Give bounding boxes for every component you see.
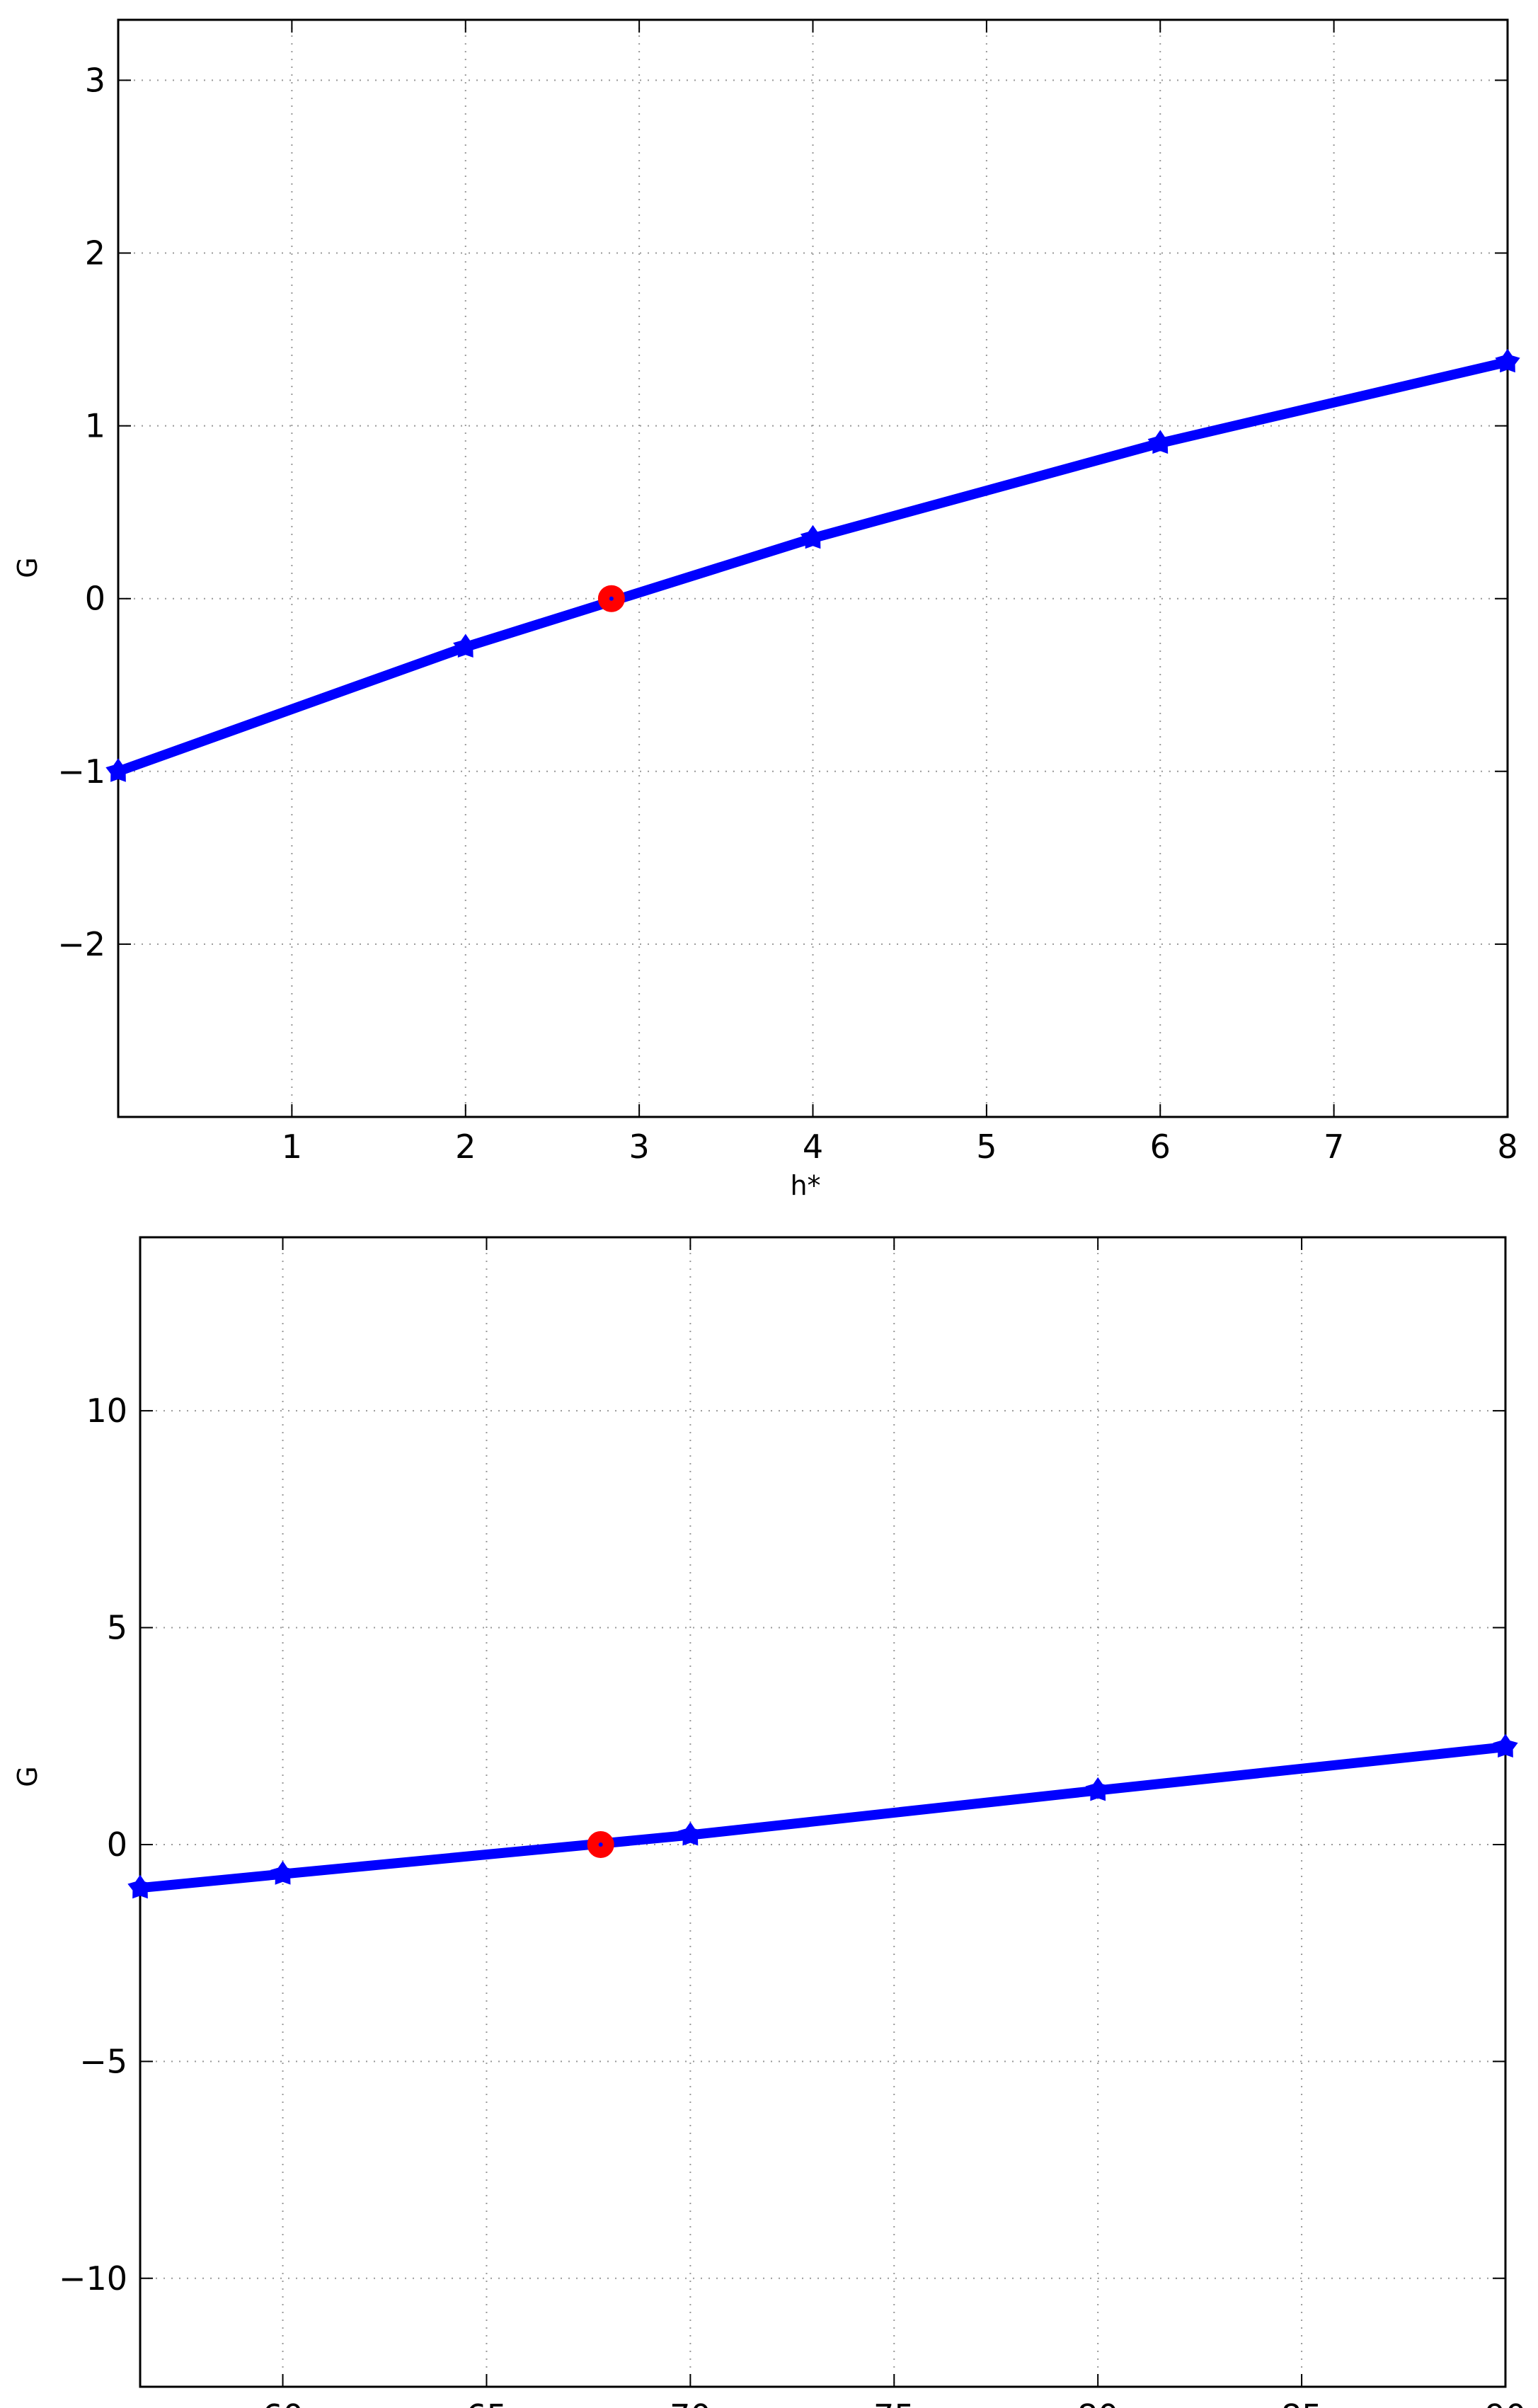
y-tick-label: 0: [107, 1825, 127, 1864]
y-axis-label: G: [12, 557, 43, 578]
data-point-marker: [127, 1874, 153, 1899]
chart-panel-bottom: 60657075808590−10−50510h*G: [12, 1236, 1527, 2408]
chart-panel-top: 1 2 3 4 5 6 7 8 −2 −1 0 1 2 3 h* G: [12, 18, 1520, 1201]
y-tick-label: 5: [107, 1609, 127, 1647]
data-point-marker: [1147, 430, 1173, 454]
y-tick-label: −10: [59, 2259, 127, 2298]
x-tick-label: 70: [670, 2397, 711, 2408]
x-tick-label: 8: [1497, 1128, 1517, 1166]
y-tick-label: 1: [85, 407, 105, 445]
x-tick-label: 85: [1281, 2397, 1323, 2408]
data-point-marker: [677, 1821, 703, 1846]
series-line: [113, 357, 1513, 776]
x-tick-label: 7: [1324, 1128, 1344, 1166]
y-tick-label: −2: [57, 925, 105, 963]
x-tick-label: 80: [1077, 2397, 1119, 2408]
data-point-marker: [800, 524, 826, 549]
data-point-marker: [270, 1861, 296, 1885]
y-tick-label: 10: [86, 1392, 127, 1430]
x-tick-label: 60: [262, 2397, 304, 2408]
zero-crossing-center: [598, 1842, 603, 1847]
x-tick-label: 3: [629, 1128, 649, 1166]
x-tick-label: 4: [803, 1128, 823, 1166]
x-tick-label: 90: [1485, 2397, 1527, 2408]
data-point-marker: [453, 633, 478, 658]
x-tick-label: 6: [1150, 1128, 1171, 1166]
data-point-marker: [1493, 1733, 1518, 1758]
y-tick-label: −1: [57, 752, 105, 791]
x-axis-label: h*: [790, 1170, 820, 1201]
y-tick-label: 0: [85, 580, 105, 618]
x-tick-label: 65: [466, 2397, 507, 2408]
axes-frame: [117, 18, 1509, 1118]
axes-frame: [139, 1236, 1507, 2388]
y-tick-label: 3: [85, 61, 105, 99]
series-line: [135, 1742, 1510, 1893]
zero-crossing-center: [609, 596, 614, 601]
y-tick-label: −5: [79, 2042, 127, 2080]
data-point-marker: [1085, 1777, 1111, 1801]
data-point-marker: [1495, 348, 1520, 373]
y-axis-label: G: [12, 1766, 43, 1787]
x-tick-label: 75: [873, 2397, 915, 2408]
y-tick-label: 2: [85, 234, 105, 273]
data-point-marker: [105, 758, 131, 782]
x-tick-label: 2: [455, 1128, 476, 1166]
x-tick-label: 1: [282, 1128, 302, 1166]
x-tick-label: 5: [976, 1128, 997, 1166]
